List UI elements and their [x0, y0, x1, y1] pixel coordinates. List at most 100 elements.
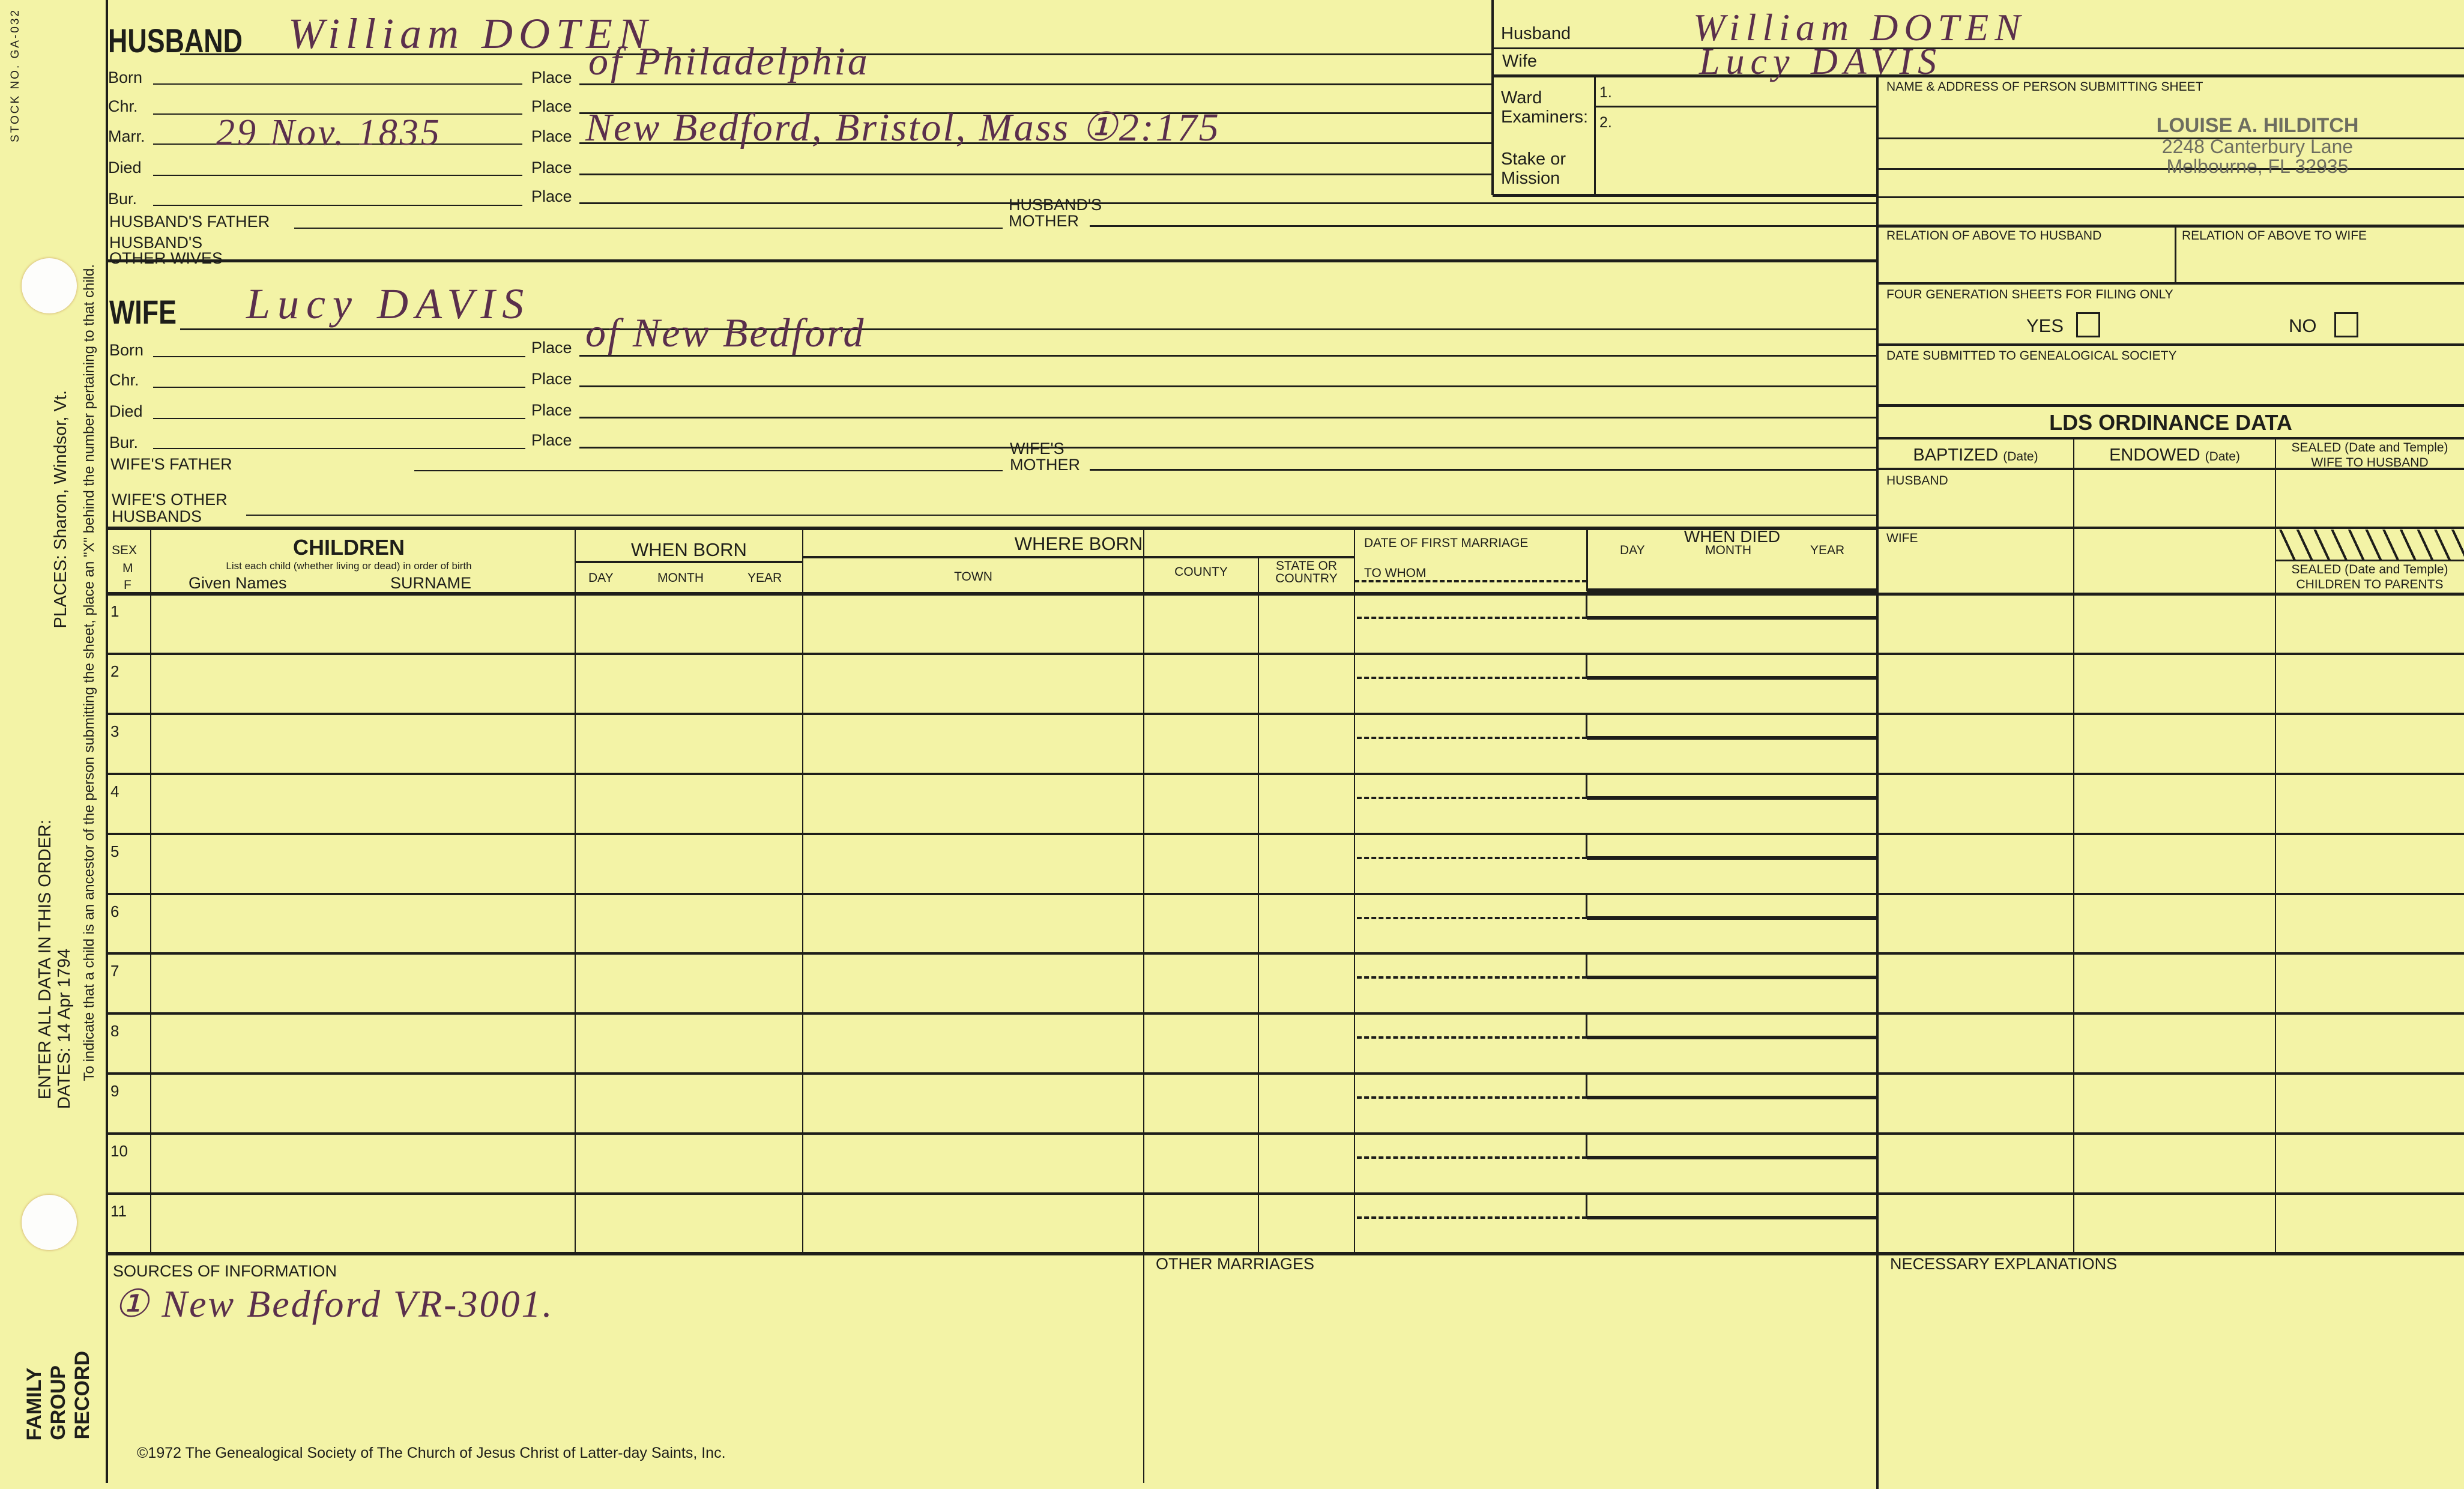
husband-marr-date-field[interactable]: 29 Nov. 1835: [216, 112, 442, 153]
rule-line: [107, 1252, 2464, 1255]
wife-died-label: Died: [109, 402, 143, 420]
husband-bur-place-label: Place: [531, 187, 572, 205]
rule-line: [579, 354, 1877, 357]
sex-header: SEX: [112, 543, 137, 557]
label-line: Stake or: [1501, 150, 1566, 169]
rule-line: [2275, 559, 2464, 561]
ward-examiner-2[interactable]: 2.: [1599, 114, 1612, 131]
dashed-line: [1357, 676, 1587, 679]
form-title-line: RECORD: [71, 1351, 94, 1440]
child-number: 4: [110, 782, 119, 800]
yes-checkbox[interactable]: [2076, 312, 2100, 337]
when-born-header: WHEN BORN: [631, 539, 747, 560]
wife-chr-label: Chr.: [109, 371, 139, 389]
rule-line: [153, 387, 525, 388]
label-line: Mission: [1501, 168, 1560, 188]
dashed-line: [1357, 736, 1587, 739]
rule-line: [1877, 224, 2464, 228]
rule-line: [107, 712, 2464, 715]
rule-line: [1090, 468, 1877, 471]
sex-f: F: [124, 578, 131, 592]
rule-line: [153, 356, 525, 357]
stamp-line: LOUISE A. HILDITCH: [2156, 114, 2359, 137]
dashed-line: [1354, 580, 1587, 582]
when-died-header: WHEN DIED: [1683, 527, 1781, 546]
born-day-header: DAY: [588, 571, 614, 585]
date-note: (Date): [2003, 450, 2038, 464]
label-line: SEALED (Date and Temple): [2291, 441, 2448, 455]
rule-line: [107, 1012, 2464, 1015]
wife-name-field[interactable]: Lucy DAVIS: [246, 280, 531, 328]
label-line: MOTHER: [1009, 212, 1079, 230]
rule-line: [1595, 105, 1877, 107]
children-title: CHILDREN: [293, 535, 405, 560]
dashed-line: [1357, 1036, 1587, 1039]
rule-line: [1143, 528, 1144, 1483]
rule-line: [1090, 225, 1877, 227]
rule-line: [1354, 528, 1355, 1254]
label-line: WIFE'S OTHER: [112, 491, 228, 509]
wife-born-place-field[interactable]: of New Bedford: [585, 310, 866, 355]
husband-born-place-field[interactable]: of Philadelphia: [588, 40, 870, 83]
submitter-stamp: LOUISE A. HILDITCH 2248 Canterbury Lane …: [2101, 115, 2414, 177]
baptized-header: BAPTIZED (Date): [1877, 447, 2074, 464]
dashed-line: [1357, 1216, 1587, 1219]
rule-line: [1586, 1074, 1587, 1098]
no-checkbox[interactable]: [2334, 312, 2358, 337]
relation-wife-label: RELATION OF ABOVE TO WIFE: [2182, 229, 2367, 243]
child-number: 10: [110, 1142, 128, 1161]
ward-examiner-1[interactable]: 1.: [1599, 84, 1612, 101]
rule-line: [579, 83, 1493, 85]
dashed-line: [1357, 856, 1587, 859]
lds-wife-label: WIFE: [1886, 531, 1918, 545]
husband-name-field[interactable]: William DOTEN: [288, 10, 654, 58]
husband-marr-place-field[interactable]: New Bedford, Bristol, Mass ①2:175: [585, 106, 1221, 150]
lds-title: LDS ORDINANCE DATA: [2049, 410, 2292, 435]
rule-line: [579, 446, 1877, 449]
rule-line: [2174, 226, 2176, 283]
rule-line: [1258, 557, 1259, 1254]
rule-line: [1877, 437, 2464, 439]
rule-line: [1877, 527, 2464, 529]
label-line: WIFE'S: [1010, 439, 1064, 458]
label-line: Examiners:: [1501, 107, 1589, 127]
necessary-explanations-label: NECESSARY EXPLANATIONS: [1890, 1255, 2118, 1273]
rule-line: [246, 515, 1877, 516]
header-husband-field[interactable]: William DOTEN: [1693, 6, 2026, 49]
child-number: 6: [110, 902, 119, 920]
wife-died-place-label: Place: [531, 401, 572, 419]
rule-line: [1587, 856, 1877, 860]
label-line: SEALED (Date and Temple): [2291, 563, 2448, 576]
rule-line: [1586, 893, 1587, 918]
rule-line: [1587, 588, 1877, 592]
rule-line: [575, 561, 803, 563]
rule-line: [1586, 833, 1587, 858]
rule-line: [107, 527, 1877, 530]
rule-line: [1587, 735, 1877, 740]
to-whom-header: TO WHOM: [1364, 566, 1427, 580]
rule-line: [2073, 438, 2074, 1254]
rule-line: [107, 592, 1877, 596]
rule-line: [1593, 76, 1596, 195]
label-line: WIFE TO HUSBAND: [2311, 456, 2429, 470]
born-month-header: MONTH: [657, 571, 704, 585]
rule-line: [294, 228, 1003, 229]
header-wife-field[interactable]: Lucy DAVIS: [1699, 41, 1943, 82]
sources-field[interactable]: ① New Bedford VR-3001.: [114, 1282, 554, 1325]
stamp-line: 2248 Canterbury Lane: [2161, 135, 2354, 157]
places-instruction: PLACES: Sharon, Windsor, Vt.: [51, 390, 70, 629]
rule-line: [106, 0, 108, 1483]
wife-mother-label: WIFE'S MOTHER: [1010, 441, 1080, 473]
sex-m: M: [122, 561, 133, 575]
wife-bur-place-label: Place: [531, 431, 572, 449]
rule-line: [579, 385, 1877, 387]
sources-label: SOURCES OF INFORMATION: [113, 1262, 337, 1280]
county-header: COUNTY: [1174, 565, 1228, 579]
rule-line: [153, 418, 525, 419]
husband-born-place-label: Place: [531, 68, 572, 86]
stake-mission-label: Stake or Mission: [1501, 150, 1566, 189]
state-country-header: STATE OR COUNTRY: [1258, 560, 1354, 585]
rule-line: [180, 328, 1877, 330]
ancestor-instruction: To indicate that a child is an ancestor …: [81, 264, 97, 1081]
rule-line: [1586, 1194, 1587, 1218]
